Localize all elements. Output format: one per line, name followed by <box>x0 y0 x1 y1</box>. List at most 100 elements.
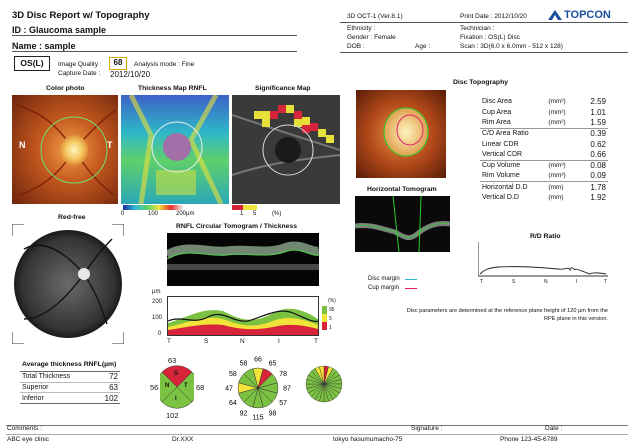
date-label: Date : <box>545 425 563 432</box>
topo-row: Vertical D.D (mm) 1.92 <box>480 192 608 203</box>
graph-y100: 100 <box>152 315 163 321</box>
legend-95: 95 <box>329 307 335 313</box>
clock-value: 65 <box>269 360 277 367</box>
clock-value: 87 <box>283 386 291 393</box>
topo-value: 0.09 <box>590 171 606 181</box>
sig-scale-yellow <box>243 205 257 210</box>
rnfl-circular-title: RNFL Circular Tomogram / Thickness <box>176 223 297 230</box>
topo-row: Horizontal D.D (mm) 1.78 <box>480 182 608 193</box>
clock-value: 98 <box>269 411 277 418</box>
image-quality-value: 68 <box>109 57 127 70</box>
thickness-map-title: Thickness Map RNFL <box>138 85 207 92</box>
graph-x-s: S <box>204 338 209 345</box>
disc-margin-swatch <box>405 279 417 280</box>
topo-unit: (mm) <box>548 183 564 191</box>
rd-ratio-title: R/D Ratio <box>530 233 561 240</box>
topo-unit: (mm²) <box>548 97 566 105</box>
report-title: 3D Disc Report w/ Topography <box>12 10 150 21</box>
sig-scale-red <box>232 205 243 210</box>
comments-label: Comments : <box>7 425 43 432</box>
quad-bottom-value: 102 <box>166 411 179 420</box>
image-quality-label: Image Quality : <box>58 61 102 68</box>
sig-sector <box>319 365 325 385</box>
topo-row: Cup Area (mm²) 1.01 <box>480 107 608 118</box>
topo-label: Rim Volume <box>482 172 520 180</box>
topo-value: 1.01 <box>590 107 606 117</box>
clinic-phone: Phone 123-45-6789 <box>500 436 558 443</box>
cup-margin-swatch <box>405 288 417 289</box>
eye-badge: OS(L) <box>14 56 50 71</box>
avg-thickness-table: Total Thickness 72 Superior 63 Inferior 102 <box>20 371 120 404</box>
significance-map-image <box>232 95 340 204</box>
topo-label: Rim Area <box>482 118 511 126</box>
clock-value: 64 <box>229 400 237 407</box>
thickness-scale-bar <box>123 205 183 210</box>
graph-y200: 200 <box>152 299 163 305</box>
quad-i: I <box>175 396 177 402</box>
topo-label: Horizontal D.D <box>482 183 528 191</box>
quad-s: S <box>174 371 179 377</box>
rd-x-t1: T <box>480 279 484 285</box>
topo-label: Linear CDR <box>482 140 519 148</box>
topo-label: Vertical D.D <box>482 194 519 202</box>
avg-row-value: 102 <box>104 393 118 403</box>
topo-row: Rim Volume (mm³) 0.09 <box>480 171 608 182</box>
topo-value: 0.39 <box>590 129 606 139</box>
avg-row-value: 63 <box>109 383 118 393</box>
clock-value: 78 <box>279 371 287 378</box>
graph-unit: µm <box>152 289 161 295</box>
topo-label: Cup Volume <box>482 162 521 170</box>
thickness-scale-0: 0 <box>121 211 125 217</box>
capture-date: 2012/10/20 <box>110 70 151 79</box>
topo-value: 1.78 <box>590 182 606 192</box>
sig-scale-1: 1 <box>240 211 244 217</box>
topo-unit: (mm) <box>548 194 564 202</box>
topo-row: Vertical CDR 0.66 <box>480 149 608 161</box>
avg-row-label: Inferior <box>22 394 44 402</box>
gender: Gender : Female <box>347 34 396 41</box>
topo-row: Rim Area (mm²) 1.59 <box>480 117 608 129</box>
avg-row-value: 72 <box>109 372 118 382</box>
rd-x-s: S <box>512 279 516 285</box>
topo-value: 0.62 <box>590 139 606 149</box>
graph-x-t2: T <box>314 338 318 345</box>
topo-value: 1.92 <box>590 193 606 203</box>
topo-label: C/D Area Ratio <box>482 130 529 138</box>
reference-plane-note: Disc parameters are determined at the re… <box>406 308 608 322</box>
horizontal-tomogram-image <box>355 196 450 252</box>
topcon-logo: TOPCON <box>548 9 611 21</box>
topo-unit: (mm³) <box>548 172 566 180</box>
thickness-scale-200: 200µm <box>176 211 195 217</box>
quad-right-value: 68 <box>196 383 205 392</box>
red-free-frame <box>11 223 125 345</box>
sig-scale-5: 5 <box>253 211 257 217</box>
rd-x-n: N <box>544 279 548 285</box>
clock-value: 58 <box>240 360 248 367</box>
legend-1: 1 <box>329 325 332 331</box>
nasal-label: N <box>19 140 26 150</box>
topo-unit: (mm³) <box>548 162 566 170</box>
color-photo-title: Color photo <box>46 85 85 92</box>
topo-value: 2.59 <box>590 96 606 106</box>
fixation: Fixation : OS(L) Disc <box>460 34 520 41</box>
disc-topography-photo <box>356 90 446 178</box>
patient-id: ID : Glaucoma sample <box>12 25 107 35</box>
disc-margin-label: Disc margin <box>368 276 400 282</box>
graph-y0: 0 <box>158 331 162 337</box>
topo-unit: (mm²) <box>548 118 566 126</box>
clock-value: 57 <box>279 400 287 407</box>
rd-x-i: I <box>576 279 578 285</box>
rd-ratio-graph <box>477 242 608 278</box>
technician: Technician : <box>460 25 495 32</box>
graph-pct: (%) <box>328 298 336 304</box>
rd-x-t2: T <box>604 279 608 285</box>
print-date: Print Date : 2012/10/20 <box>460 13 527 20</box>
topo-row: C/D Area Ratio 0.39 <box>480 128 608 139</box>
avg-row-label: Total Thickness <box>22 373 71 381</box>
avg-row-label: Superior <box>22 384 49 392</box>
scan-info: Scan : 3D(6.0 x 6.0mm - 512 x 128) <box>460 43 563 50</box>
rnfl-thickness-graph <box>167 296 319 336</box>
disc-topography-title: Disc Topography <box>453 79 509 86</box>
topo-unit: (mm²) <box>548 108 566 116</box>
ethnicity: Ethnicity : <box>347 25 376 32</box>
